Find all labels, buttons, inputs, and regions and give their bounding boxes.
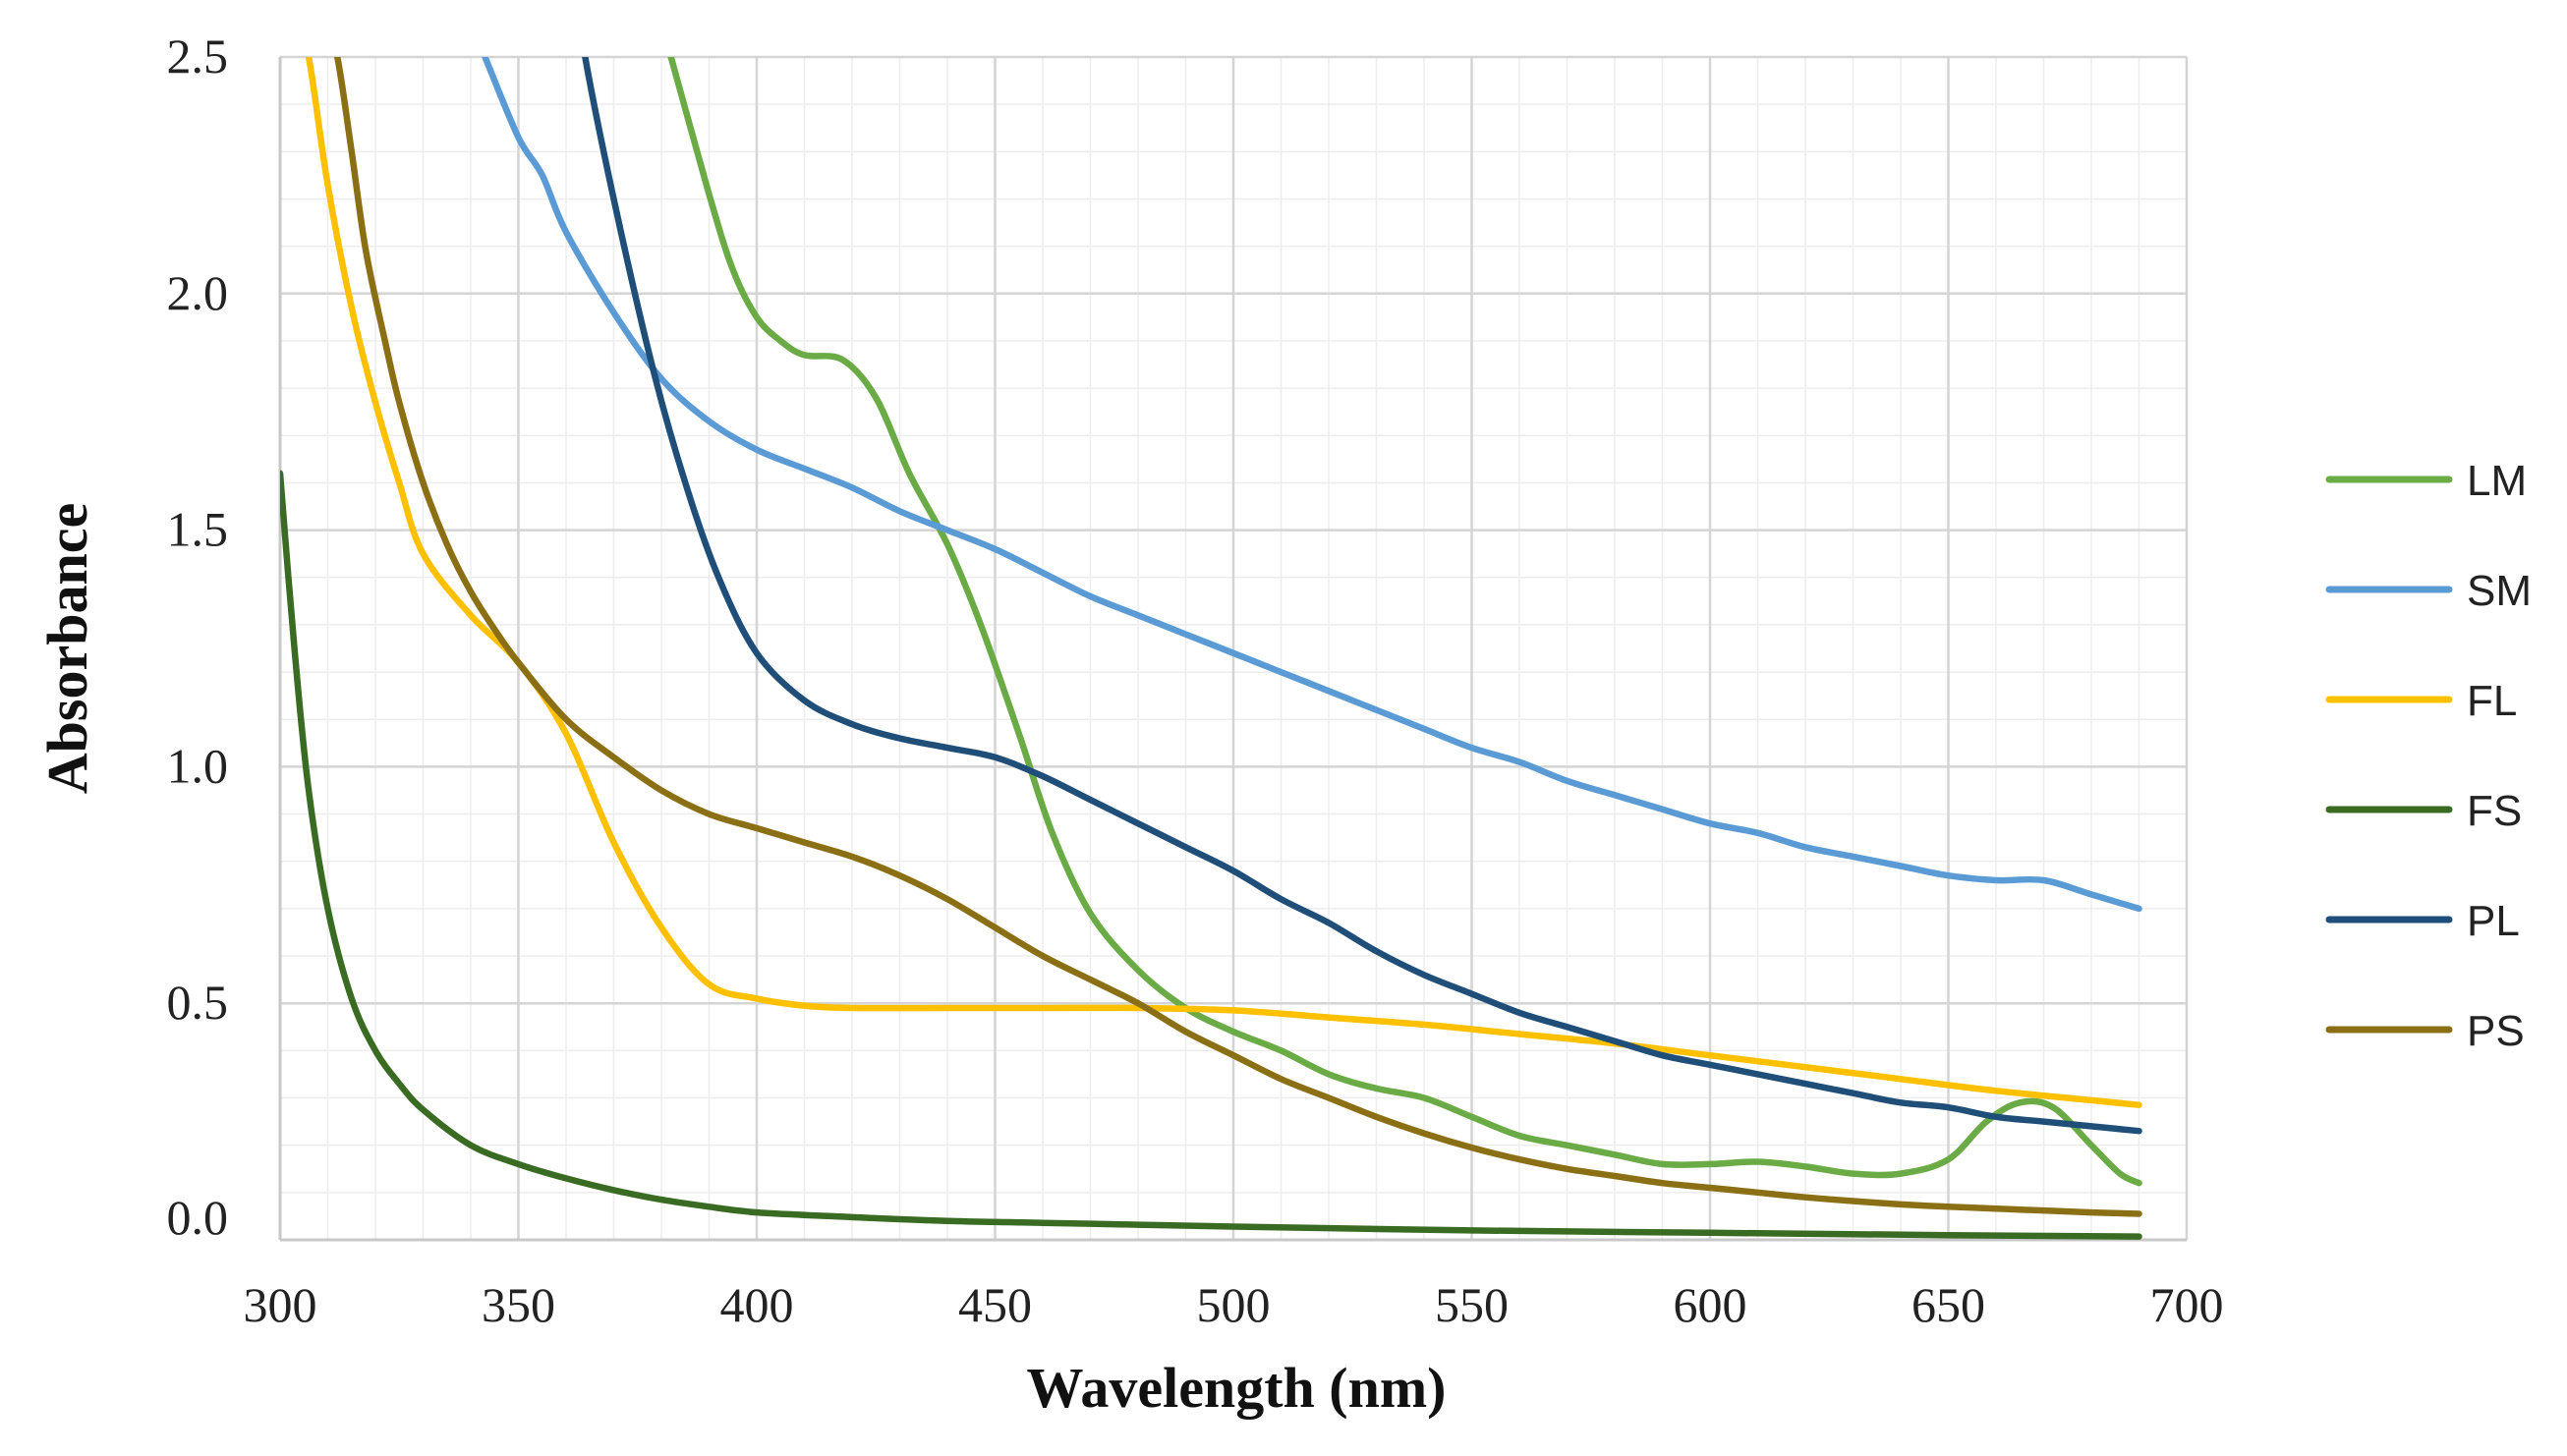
x-tick-label: 600	[1674, 1277, 1747, 1332]
x-tick-label: 500	[1197, 1277, 1271, 1332]
y-tick-label: 1.0	[167, 738, 229, 793]
x-tick-label: 700	[2150, 1277, 2224, 1332]
series-line-lm	[667, 57, 2142, 1187]
series-line-fl	[305, 57, 2142, 1108]
y-tick-label: 2.0	[167, 265, 229, 320]
legend-label-sm: SM	[2467, 567, 2532, 615]
x-tick-label: 300	[244, 1277, 317, 1332]
legend-label-pl: PL	[2467, 897, 2520, 945]
grid-major	[280, 55, 2189, 1240]
series-line-sm	[482, 57, 2142, 913]
series-line-fs	[280, 470, 2142, 1240]
y-tick-label: 1.5	[167, 502, 229, 557]
y-axis-title: Absorbance	[35, 503, 99, 794]
x-tick-labels: 300 350 400 450 500 550 600 650 700	[244, 1277, 2224, 1332]
axes	[278, 57, 2187, 1242]
series-layer	[280, 57, 2142, 1240]
legend-label-ps: PS	[2467, 1007, 2525, 1055]
x-tick-label: 550	[1435, 1277, 1509, 1332]
series-line-pl	[582, 57, 2142, 1135]
x-tick-label: 350	[482, 1277, 555, 1332]
y-tick-labels: 0.0 0.5 1.0 1.5 2.0 2.5	[167, 28, 229, 1245]
x-tick-label: 400	[720, 1277, 794, 1332]
legend-label-fs: FS	[2467, 787, 2522, 835]
legend-label-lm: LM	[2467, 457, 2527, 505]
x-tick-label: 650	[1911, 1277, 1985, 1332]
x-tick-label: 450	[958, 1277, 1032, 1332]
x-axis-title: Wavelength (nm)	[1027, 1356, 1447, 1420]
y-tick-label: 2.5	[167, 28, 229, 84]
series-line-ps	[333, 57, 2142, 1217]
legend: LM SM FL FS PL PS	[2325, 457, 2532, 1055]
legend-label-fl: FL	[2467, 677, 2517, 725]
y-tick-label: 0.5	[167, 975, 229, 1030]
y-tick-label: 0.0	[167, 1190, 229, 1245]
